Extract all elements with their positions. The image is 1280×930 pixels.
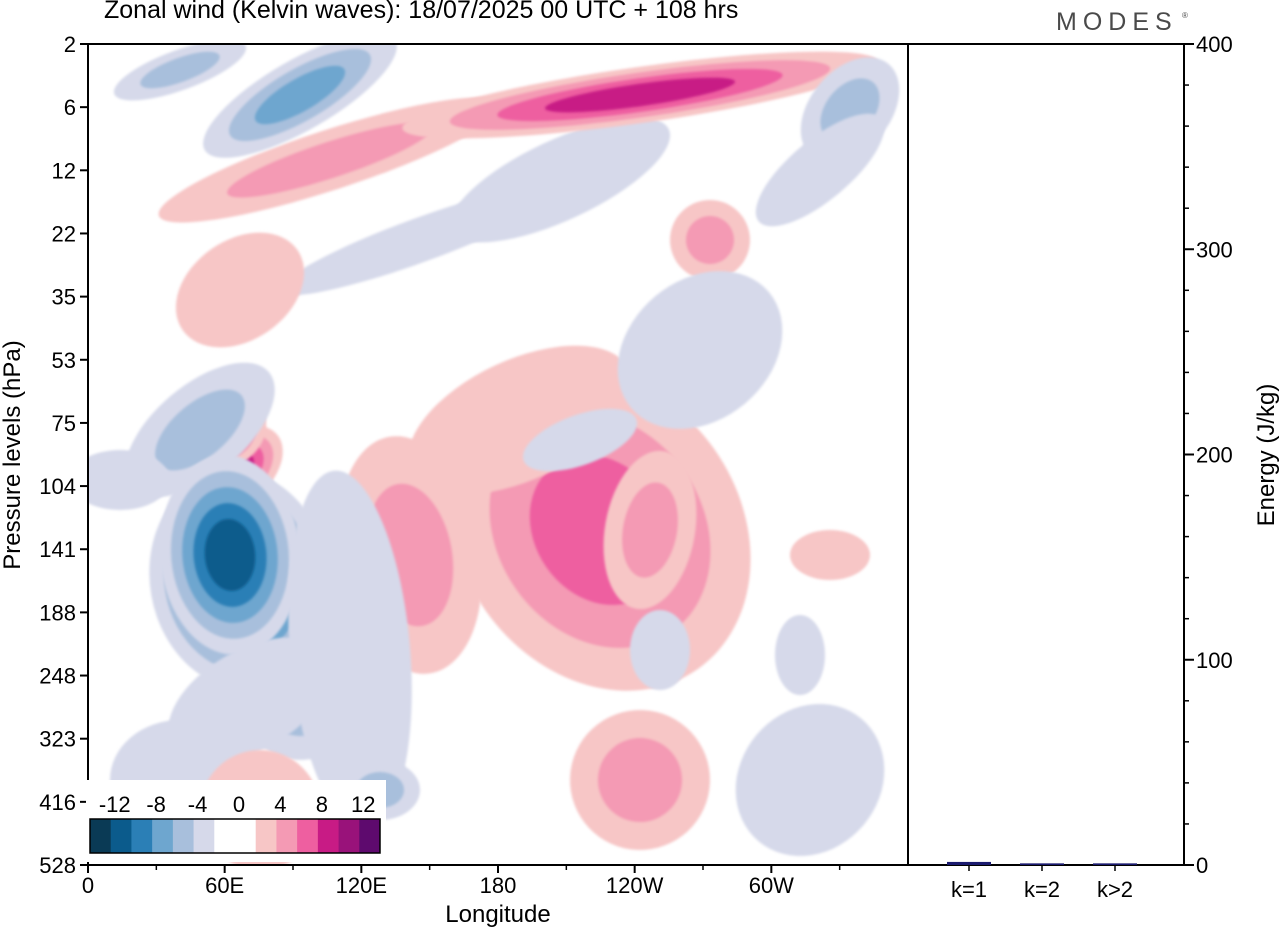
colorbar-swatch (317, 819, 339, 853)
longitude-axis: 0 60E 120E 180 120W 60W (82, 865, 841, 898)
colorbar-tick-label: -8 (146, 792, 166, 817)
negative-wind-contour (155, 389, 245, 471)
colorbar-swatch (297, 819, 319, 853)
positive-wind-contour (790, 530, 870, 580)
colorbar: -12 -8 -4 0 4 8 12 (86, 780, 386, 862)
energy-bar (1020, 863, 1064, 865)
colorbar-swatch (110, 819, 132, 853)
energy-tick-label: 0 (1196, 853, 1208, 878)
energy-category-label: k>2 (1097, 877, 1133, 902)
energy-panel-frame (907, 43, 1185, 866)
longitude-tick-label: 60W (749, 873, 794, 898)
negative-wind-contour (755, 113, 885, 227)
negative-wind-contour (735, 703, 885, 857)
pressure-tick-label: 528 (39, 853, 76, 878)
colorbar-swatch (90, 819, 112, 853)
chart-title: Zonal wind (Kelvin waves): 18/07/2025 00… (104, 0, 739, 24)
energy-category-label: k=1 (951, 877, 987, 902)
pressure-tick-label: 248 (39, 664, 76, 689)
pressure-tick-label: 141 (39, 537, 76, 562)
longitude-tick-label: 120W (606, 873, 664, 898)
positive-wind-contour (598, 738, 682, 822)
pressure-tick-label: 75 (52, 411, 76, 436)
longitude-tick-label: 180 (480, 873, 517, 898)
colorbar-swatch (276, 819, 298, 853)
negative-wind-contour (204, 519, 256, 591)
pressure-tick-label: 6 (64, 95, 76, 120)
pressure-tick-label: 323 (39, 727, 76, 752)
positive-wind-contour (622, 482, 678, 578)
pressure-tick-label: 2 (64, 32, 76, 57)
negative-wind-contour (140, 51, 220, 89)
colorbar-tick-label: 4 (274, 792, 286, 817)
wind-anomaly-contours (88, 44, 900, 865)
pressure-tick-label: 35 (52, 285, 76, 310)
energy-tick-label: 200 (1196, 443, 1233, 468)
negative-wind-contour (449, 117, 671, 243)
x-axis-title: Longitude (445, 901, 550, 928)
negative-wind-contour (522, 408, 638, 472)
longitude-tick-label: 120E (336, 873, 387, 898)
colorbar-swatch (338, 819, 360, 853)
energy-bar (947, 861, 991, 865)
colorbar-tick-label: -4 (188, 792, 208, 817)
pressure-tick-label: 104 (39, 474, 76, 499)
pressure-tick-label: 188 (39, 600, 76, 625)
energy-axis-title: Energy (J/kg) (1253, 384, 1280, 527)
longitude-tick-label: 60E (205, 873, 244, 898)
negative-wind-contour (254, 65, 346, 125)
pressure-tick-label: 22 (52, 221, 76, 246)
modes-logo: MODES (1056, 8, 1178, 36)
energy-tick-label: 400 (1196, 32, 1233, 57)
colorbar-swatch (152, 819, 174, 853)
colorbar-tick-label: 8 (316, 792, 328, 817)
colorbar-swatch (255, 819, 277, 853)
positive-wind-contour (175, 232, 305, 348)
energy-tick-label: 100 (1196, 648, 1233, 673)
colorbar-tick-label: 0 (233, 792, 245, 817)
energy-category-label: k=2 (1024, 877, 1060, 902)
energy-tick-label: 300 (1196, 237, 1233, 262)
pressure-axis: 2 6 12 22 35 53 75 104 141 188 248 323 416 528 (39, 32, 88, 878)
colorbar-swatch (193, 819, 215, 853)
colorbar-swatch (172, 819, 194, 853)
colorbar-swatch (235, 819, 257, 853)
y-axis-title: Pressure levels (hPa) (0, 340, 26, 569)
energy-axis: 0 100 200 300 400 (1184, 32, 1233, 878)
negative-wind-contour (288, 470, 412, 830)
colorbar-swatch (214, 819, 236, 853)
wind-field-heatmap (88, 44, 908, 865)
positive-wind-contour (686, 216, 734, 264)
negative-wind-contour (88, 450, 170, 510)
negative-wind-contour (630, 610, 690, 690)
colorbar-outline (89, 818, 381, 854)
colorbar-swatch (131, 819, 153, 853)
colorbar-tick-label: 12 (351, 792, 375, 817)
energy-bar (1093, 863, 1137, 865)
colorbar-tick-label: -12 (99, 792, 131, 817)
pressure-tick-label: 12 (52, 158, 76, 183)
colorbar-swatch (359, 819, 381, 853)
longitude-tick-label: 0 (82, 873, 94, 898)
negative-wind-contour (775, 615, 825, 695)
positive-wind-contour (227, 122, 433, 198)
energy-bars: k=1 k=2 k>2 (947, 861, 1137, 902)
pressure-tick-label: 416 (39, 790, 76, 815)
registered-mark: ® (1182, 11, 1188, 20)
pressure-tick-label: 53 (52, 348, 76, 373)
positive-wind-contour (544, 77, 736, 113)
negative-wind-contour (617, 271, 783, 429)
